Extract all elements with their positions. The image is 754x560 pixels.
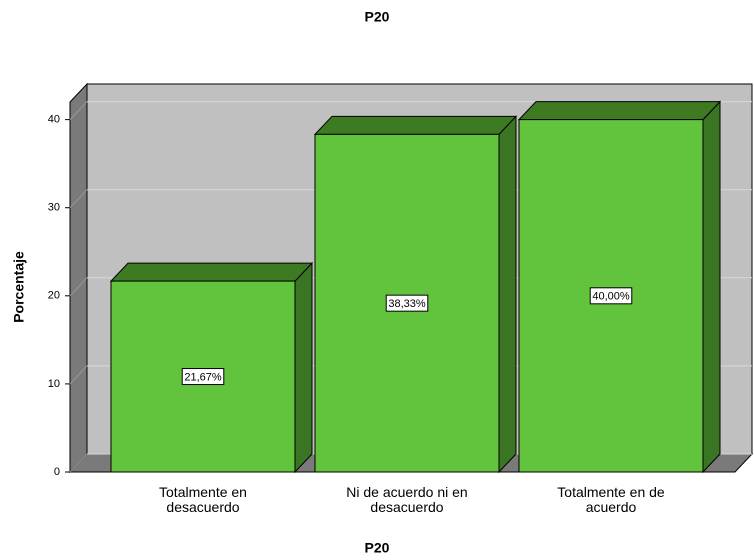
x-tick-label: Totalmente en de acuerdo: [557, 484, 665, 515]
value-label: 21,67%: [184, 371, 222, 383]
bar-top: [517, 101, 722, 121]
y-tick-label: 20: [48, 290, 60, 302]
value-label: 40,00%: [592, 291, 630, 303]
x-axis-label: P20: [365, 540, 390, 556]
y-tick-label: 30: [48, 202, 60, 214]
grid-line-side: [69, 365, 88, 385]
grid-line-side: [69, 277, 88, 297]
x-tick-label: Ni de acuerdo ni en desacuerdo: [346, 484, 468, 515]
y-axis-label: Porcentaje: [11, 251, 27, 323]
bar: [517, 100, 722, 474]
bar-side: [498, 115, 517, 474]
value-label: 38,33%: [388, 298, 426, 310]
grid-line-side: [69, 189, 88, 209]
bar-side: [294, 261, 313, 474]
bar: [313, 115, 518, 474]
bar-side: [702, 100, 721, 474]
x-tick-label: Totalmente en desacuerdo: [159, 484, 247, 515]
y-tick-label: 0: [54, 466, 60, 478]
value-label-box: [385, 294, 429, 312]
grid-line-side: [69, 101, 88, 120]
grid-line-side: [69, 453, 88, 473]
bar-top: [313, 115, 518, 135]
y-tick-label: 10: [48, 378, 60, 390]
y-tick-label: 40: [48, 114, 60, 126]
value-label-box: [181, 368, 225, 386]
bar-top: [109, 262, 314, 282]
chart-title: P20: [365, 9, 390, 25]
value-label-box: [589, 287, 633, 305]
bar: [109, 261, 314, 474]
left-wall: [69, 82, 88, 474]
